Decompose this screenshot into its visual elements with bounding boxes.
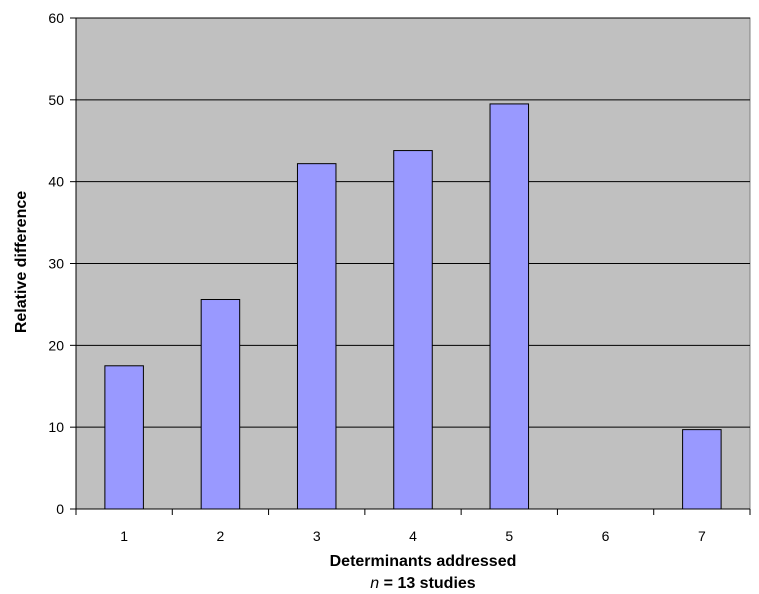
x-tick-label: 4 bbox=[409, 528, 417, 544]
x-tick-label: 3 bbox=[313, 528, 321, 544]
bar-7 bbox=[682, 429, 722, 510]
y-tick-label: 50 bbox=[48, 92, 64, 108]
x-tick-label: 2 bbox=[217, 528, 225, 544]
x-tick-labels: 1 2 3 4 5 6 7 bbox=[120, 528, 706, 544]
sample-size-text: = 13 studies bbox=[379, 575, 476, 592]
y-tick-label: 0 bbox=[56, 501, 64, 517]
bar-4 bbox=[393, 150, 433, 510]
bar-3 bbox=[296, 163, 337, 510]
sample-size-variable: n bbox=[370, 575, 379, 592]
y-tick-label: 20 bbox=[48, 337, 64, 353]
bar-2 bbox=[200, 299, 241, 510]
y-tick-labels: 0 10 20 30 40 50 60 bbox=[48, 10, 64, 517]
x-tick-label: 6 bbox=[602, 528, 610, 544]
y-tick-label: 30 bbox=[48, 256, 64, 272]
bar-5 bbox=[489, 103, 530, 510]
y-axis-title: Relative difference bbox=[13, 191, 30, 333]
y-tick-label: 10 bbox=[48, 419, 64, 435]
x-axis-title: Determinants addressed bbox=[330, 553, 517, 570]
axes bbox=[70, 17, 751, 515]
y-tick-label: 40 bbox=[48, 174, 64, 190]
x-tick-label: 7 bbox=[698, 528, 706, 544]
gridlines bbox=[76, 17, 750, 428]
x-tick-label: 1 bbox=[120, 528, 128, 544]
bar-1 bbox=[104, 365, 144, 510]
x-tick-label: 5 bbox=[505, 528, 513, 544]
y-tick-label: 60 bbox=[48, 10, 64, 26]
bars bbox=[104, 103, 722, 510]
x-axis-subtitle: n = 13 studies bbox=[370, 575, 476, 592]
